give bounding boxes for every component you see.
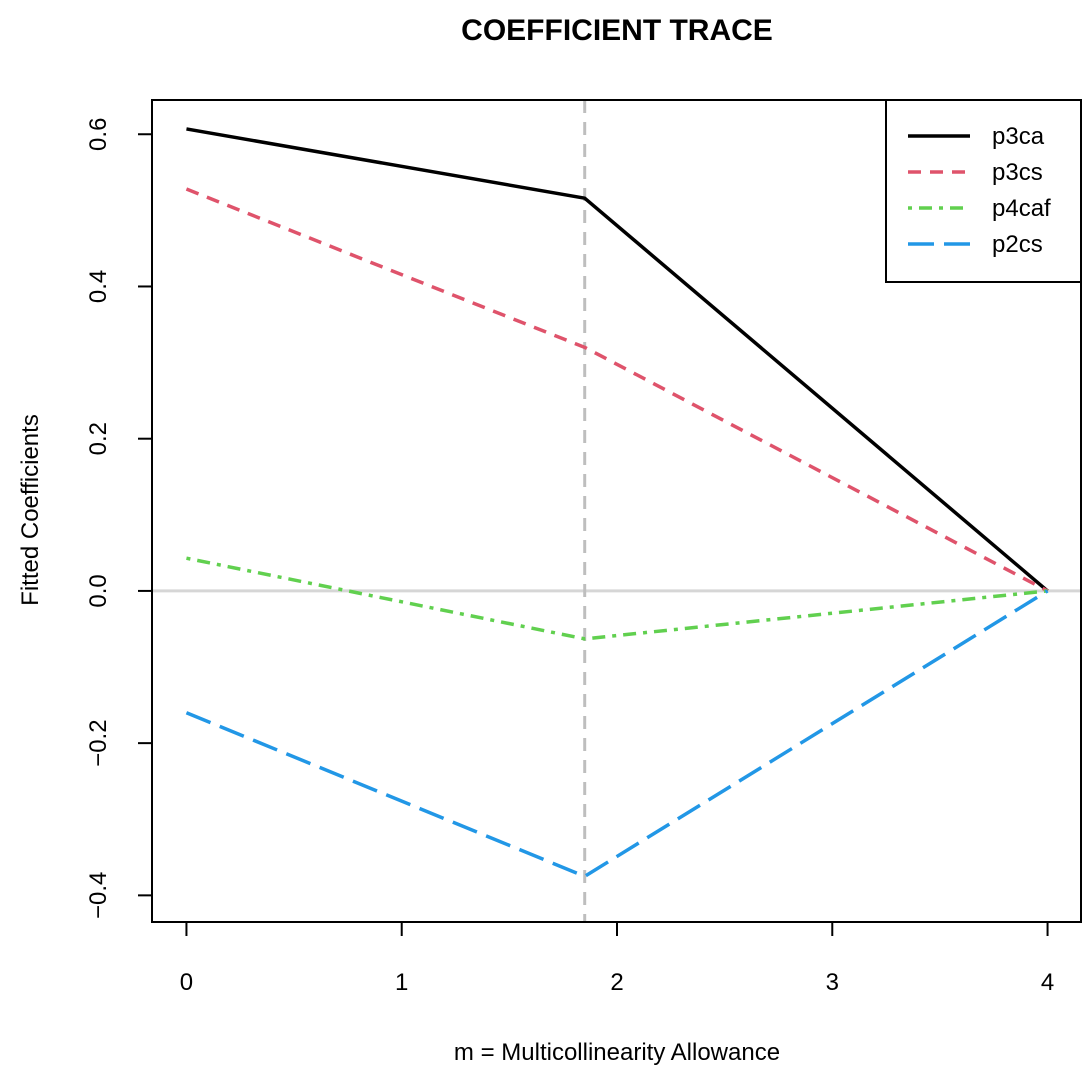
y-tick-label: −0.2	[85, 719, 112, 766]
legend-label-p3cs: p3cs	[992, 159, 1043, 186]
series-line-p2cs	[185, 589, 1049, 879]
x-tick-label: 1	[395, 969, 408, 996]
x-tick-label: 2	[610, 969, 623, 996]
x-axis-label: m = Multicollinearity Allowance	[454, 1039, 780, 1066]
series-line-p3ca	[186, 127, 1049, 593]
y-axis-label: Fitted Coefficients	[17, 414, 44, 606]
x-tick-label: 4	[1041, 969, 1054, 996]
y-tick-label: 0.0	[85, 574, 112, 607]
x-tick-label: 0	[180, 969, 193, 996]
legend-label-p3ca: p3ca	[992, 123, 1045, 150]
y-tick-label: −0.4	[85, 872, 112, 919]
series-line-p3cs	[185, 187, 1049, 593]
x-tick-label: 3	[826, 969, 839, 996]
plot-area: 0 1 2 3 4 −0.4 −0.2 0.0 0.2 0.4 0.6 p3ca p3cs p4caf p2…	[85, 99, 1082, 996]
series-line-p4caf	[186, 556, 1048, 641]
y-tick-label: 0.4	[85, 270, 112, 303]
y-tick-label: 0.2	[85, 422, 112, 455]
y-tick-label: 0.6	[85, 118, 112, 151]
legend-box	[885, 99, 1082, 283]
chart-title: COEFFICIENT TRACE	[461, 14, 773, 47]
legend-label-p4caf: p4caf	[992, 195, 1051, 222]
legend-label-p2cs: p2cs	[992, 231, 1043, 258]
